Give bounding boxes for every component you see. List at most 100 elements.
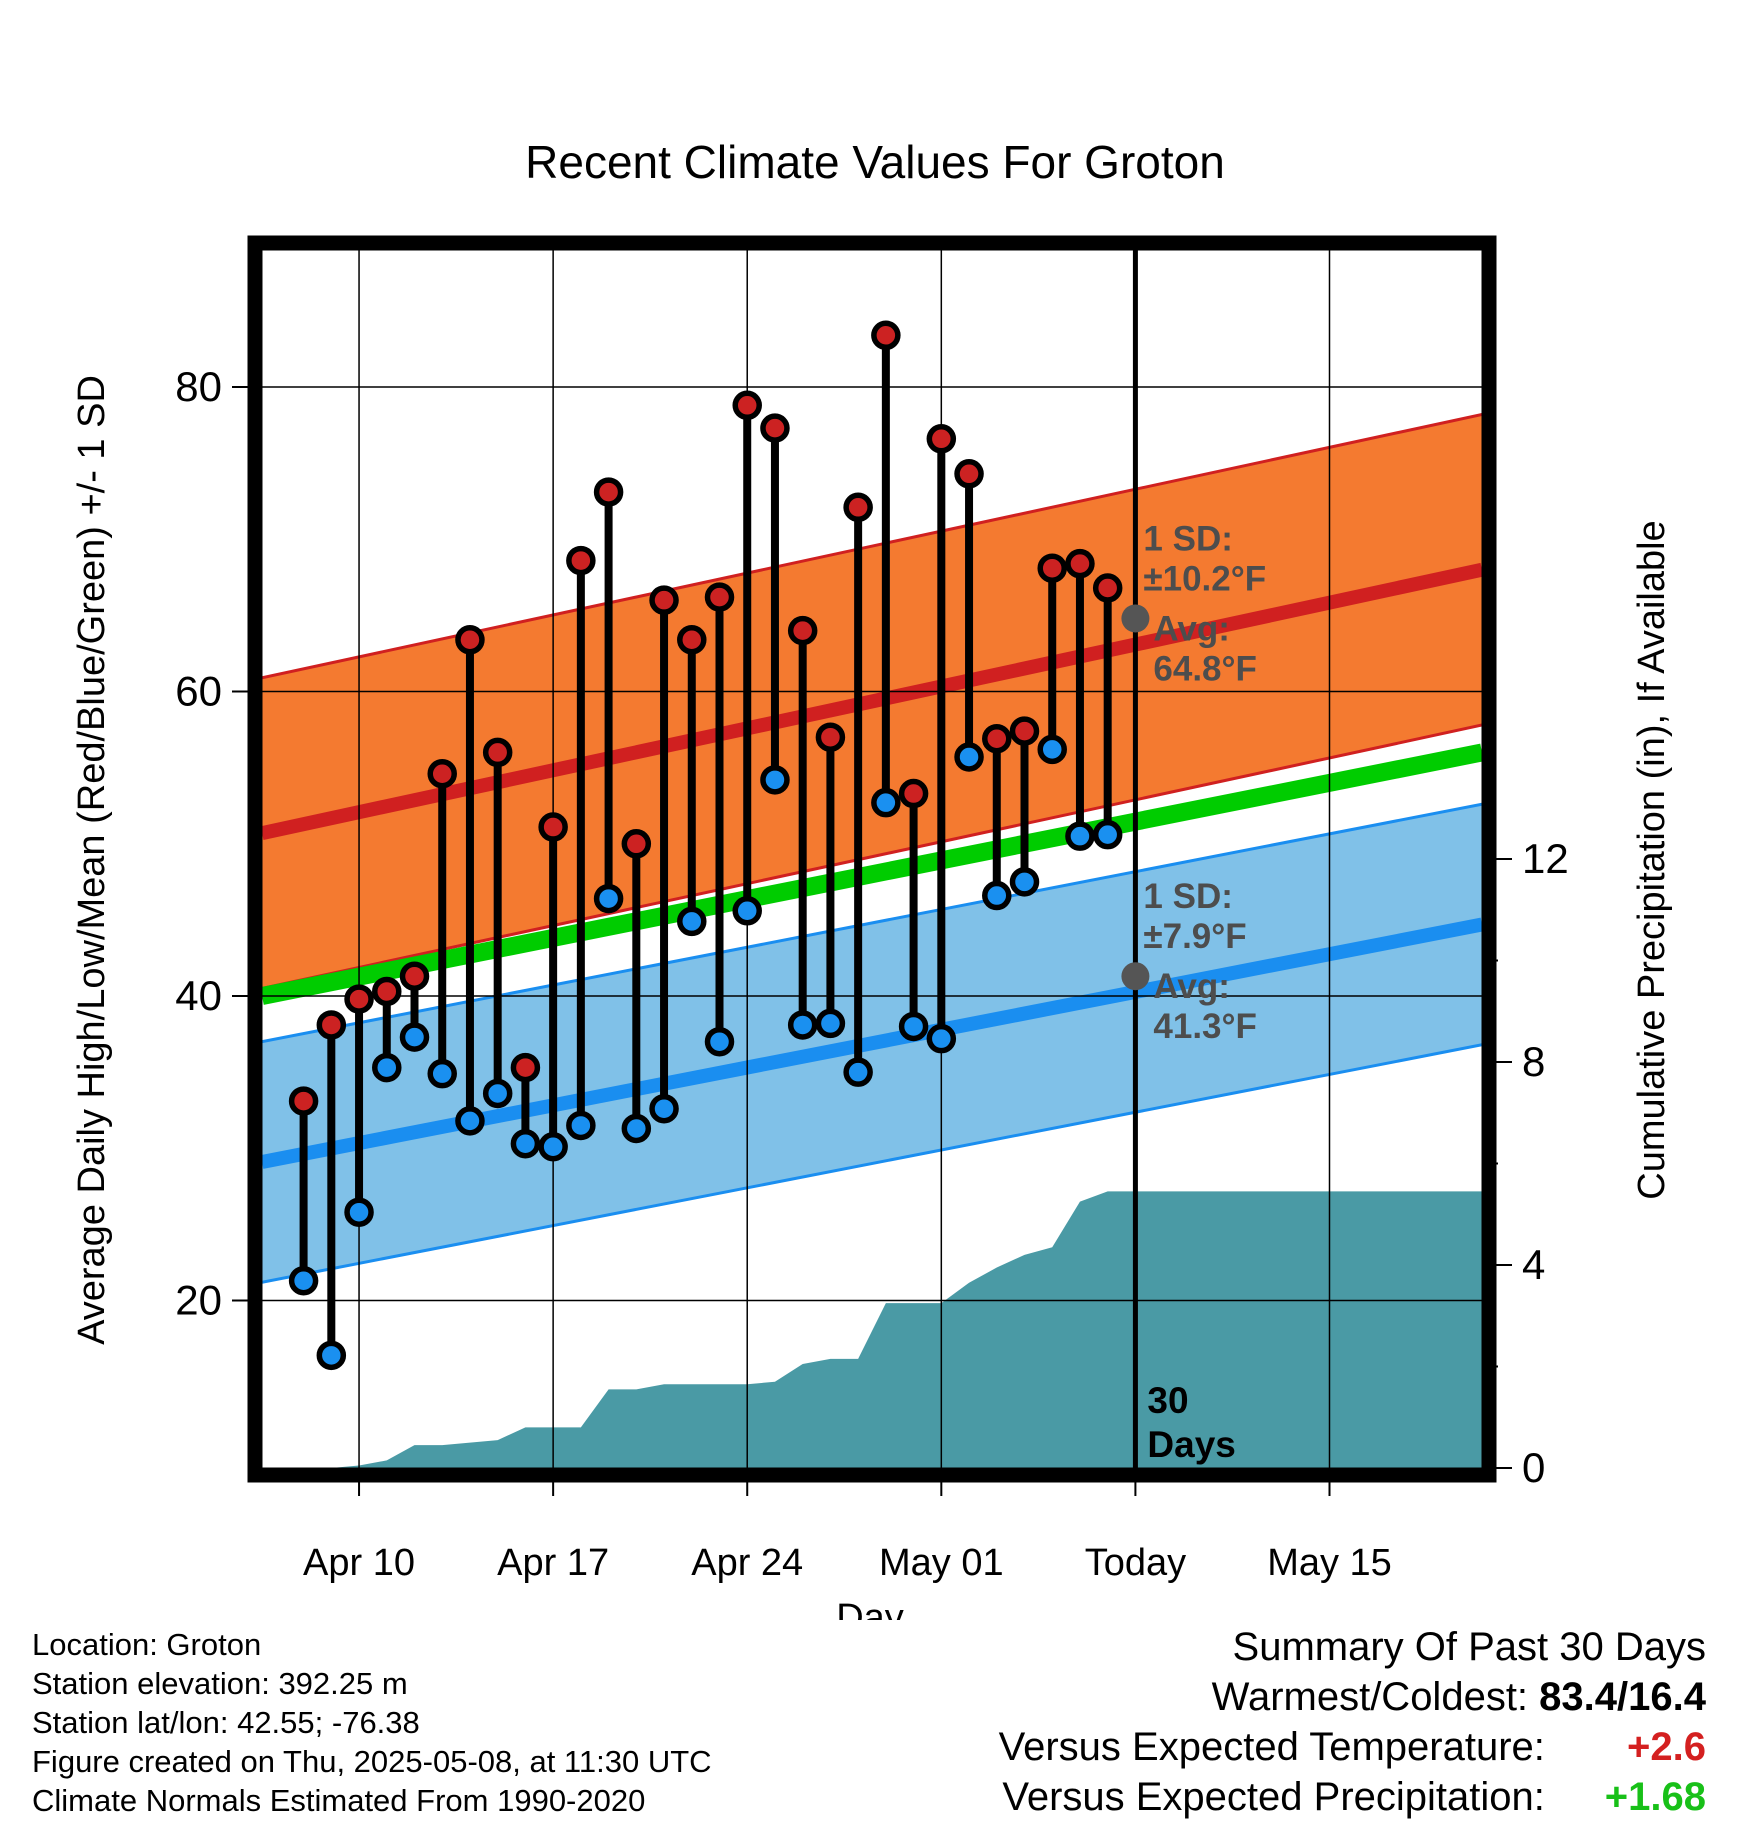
high-sd-band-lower-edge — [262, 723, 1482, 990]
daily-low-point — [871, 787, 901, 818]
warmest-label: Warmest/Coldest: — [1211, 1675, 1529, 1719]
summary-panel: Summary Of Past 30 Days Warmest/Coldest:… — [999, 1622, 1706, 1822]
daily-low-point — [649, 1093, 679, 1124]
daily-low-point — [566, 1110, 596, 1141]
y-tick-label: 80 — [175, 363, 222, 410]
daily-low-point — [538, 1132, 568, 1162]
daily-high-point — [649, 585, 679, 615]
daily-high-point — [538, 812, 568, 842]
daily-high-point — [593, 477, 624, 507]
daily-high-point — [510, 1052, 541, 1083]
daily-high-point — [815, 722, 846, 752]
x-tick-label: Today — [1085, 1542, 1186, 1584]
summary-heading: Summary Of Past 30 Days — [1232, 1625, 1706, 1669]
daily-low-point — [815, 1008, 846, 1039]
avg-low-today-marker — [1121, 962, 1150, 991]
daily-low-point — [1065, 821, 1095, 851]
y2-tick-label: 4 — [1522, 1241, 1545, 1288]
daily-low-point — [455, 1106, 485, 1136]
daily-high-point — [704, 582, 735, 612]
daily-low-point — [677, 906, 707, 937]
daily-low-point — [621, 1113, 652, 1144]
summary-temp-row: Versus Expected Temperature: +2.6 — [999, 1722, 1706, 1772]
daily-high-point — [926, 424, 957, 454]
high-sd-label-line: 1 SD: — [1143, 519, 1232, 558]
daily-low-point — [1092, 819, 1123, 850]
station-metadata: Location: Groton Station elevation: 392.… — [32, 1625, 712, 1820]
y2-tick-label: 12 — [1522, 835, 1569, 882]
daily-high-point — [427, 758, 457, 789]
daily-high-point — [482, 737, 513, 768]
meta-latlon: Station lat/lon: 42.55; -76.38 — [32, 1705, 420, 1740]
daily-low-point — [954, 742, 984, 772]
y2-axis-label: Cumulative Precipitation (in), If Availa… — [1631, 520, 1673, 1199]
daily-low-point — [399, 1022, 430, 1052]
high-sd-label-line: 64.8°F — [1153, 649, 1257, 688]
daily-low-point — [372, 1052, 402, 1083]
daily-low-point — [898, 1011, 929, 1042]
avg-high-today-marker — [1121, 604, 1150, 633]
y-axis-label: Average Daily High/Low/Mean (Red/Blue/Gr… — [71, 375, 113, 1345]
daily-high-point — [372, 976, 402, 1007]
daily-high-point — [1092, 573, 1123, 603]
days-window-label: 30 — [1147, 1380, 1188, 1421]
high-sd-label-line: Avg: — [1153, 609, 1229, 648]
daily-low-point — [482, 1078, 513, 1109]
y2-tick-label: 0 — [1522, 1444, 1545, 1491]
daily-low-point — [982, 880, 1012, 911]
x-tick-label: Apr 17 — [497, 1542, 609, 1584]
daily-high-point — [455, 625, 485, 655]
daily-high-point — [871, 320, 901, 351]
daily-high-point — [760, 413, 790, 443]
daily-high-point — [621, 829, 652, 859]
warmest-value: 83.4/16.4 — [1539, 1675, 1706, 1719]
chart-title: Recent Climate Values For Groton — [525, 136, 1225, 188]
daily-low-point — [593, 883, 624, 914]
precip-area — [303, 1191, 1482, 1468]
daily-low-point — [344, 1197, 374, 1227]
daily-high-point — [732, 390, 762, 421]
low-sd-label-line: Avg: — [1153, 967, 1229, 1006]
daily-high-point — [898, 778, 929, 809]
low-sd-label-line: 41.3°F — [1153, 1007, 1257, 1046]
daily-high-point — [1037, 553, 1067, 583]
low-sd-band-upper-edge — [262, 802, 1482, 1044]
daily-low-point — [843, 1057, 873, 1087]
daily-low-point — [316, 1340, 347, 1371]
meta-created: Figure created on Thu, 2025-05-08, at 11… — [32, 1744, 712, 1779]
temp-anomaly-label: Versus Expected Temperature: — [998, 1725, 1545, 1769]
daily-low-point — [427, 1058, 457, 1089]
x-axis-label: Day — [836, 1597, 904, 1620]
days-window-label: Days — [1147, 1424, 1235, 1465]
daily-high-point — [787, 615, 818, 646]
x-tick-label: Apr 24 — [691, 1542, 803, 1584]
daily-high-point — [399, 961, 430, 991]
x-tick-label: May 01 — [879, 1542, 1004, 1584]
daily-high-point — [1065, 548, 1095, 579]
x-tick-label: May 15 — [1267, 1542, 1392, 1584]
daily-low-point — [732, 896, 762, 926]
daily-high-point — [316, 1010, 347, 1040]
meta-location: Location: Groton — [32, 1627, 262, 1662]
high-sd-label-line: ±10.2°F — [1143, 559, 1266, 598]
y-tick-label: 20 — [175, 1277, 222, 1324]
daily-low-point — [704, 1026, 735, 1057]
meta-normals: Climate Normals Estimated From 1990-2020 — [32, 1783, 646, 1818]
climate-chart: Recent Climate Values For Groton 1 SD:±1… — [71, 136, 1673, 1620]
daily-high-point — [982, 723, 1012, 754]
daily-low-point — [1037, 734, 1067, 765]
meta-elevation: Station elevation: 392.25 m — [32, 1666, 408, 1701]
daily-low-point — [926, 1023, 957, 1054]
daily-low-point — [787, 1010, 818, 1040]
daily-low-point — [1009, 867, 1040, 897]
summary-precip-row: Versus Expected Precipitation: +1.68 — [999, 1772, 1706, 1822]
low-sd-band-lower-edge — [262, 1043, 1482, 1284]
daily-high-point — [677, 625, 707, 655]
daily-high-point — [344, 984, 374, 1014]
y-tick-label: 40 — [175, 972, 222, 1019]
daily-low-point — [288, 1265, 319, 1296]
daily-low-point — [760, 765, 790, 795]
precip-anomaly-label: Versus Expected Precipitation: — [1002, 1775, 1545, 1819]
daily-high-point — [288, 1086, 319, 1116]
x-tick-label: Apr 10 — [303, 1542, 415, 1584]
